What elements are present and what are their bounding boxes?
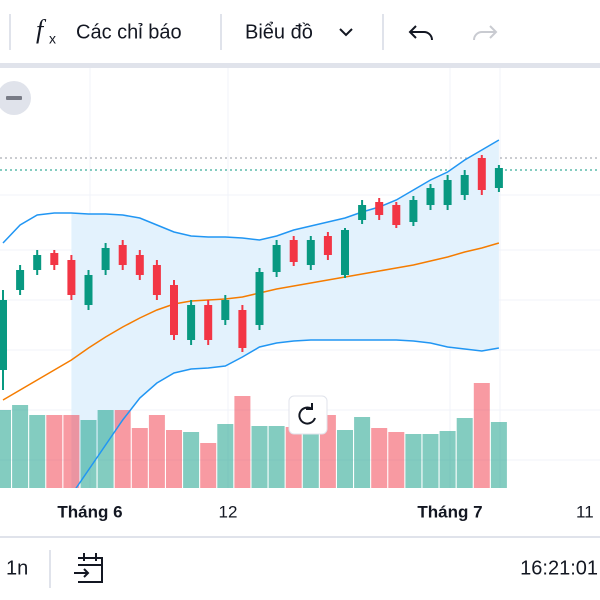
volume-bar [80,420,97,488]
indicators-label: Các chỉ báo [76,21,182,43]
volume-bar [217,424,234,488]
volume-bar [29,415,46,488]
candle-body [16,270,25,290]
candle-body [33,255,42,270]
volume-bar [12,405,29,488]
volume-bar [422,434,439,488]
candle-body [84,275,93,305]
candle-body [375,202,384,215]
toolbar-border [0,63,600,68]
x-label: 11 [576,502,594,521]
candle-body [170,285,178,335]
upper-band [2,139,500,244]
x-label: Tháng 7 [417,502,482,521]
candle-body [272,245,281,272]
volume-bar [405,434,422,488]
volume-bar [473,383,490,488]
chart-menu-label: Biểu đồ [245,21,313,43]
volume-bar [371,428,388,488]
volume-bar [354,417,371,488]
toolbar [0,0,600,64]
candle-body [118,245,127,265]
candle-body [477,158,486,190]
volume-bar [490,422,507,488]
plot [0,139,507,488]
volume-bar [114,410,131,488]
volume-bar [131,428,148,488]
volume-bar [439,431,456,488]
volume-bar [166,430,182,488]
candle-body [494,168,503,188]
candle-body [460,175,469,195]
basis-line [2,242,500,401]
band-fill [71,140,499,488]
candle-body [426,188,435,205]
candle-body [152,265,161,295]
candle-body [323,236,332,255]
volume-bar [285,427,302,488]
candle-body [443,180,452,205]
candle-body [238,310,247,348]
candle-body [289,240,298,262]
candle-body [392,205,401,225]
candle-body [306,240,315,265]
volume-bar [337,430,353,488]
candle-body [358,205,367,220]
indicators-button[interactable]: f x Các chỉ báo [36,15,182,47]
lower-band [75,339,500,488]
clock: 16:21:01 [520,557,598,579]
volume-bar [0,410,11,488]
candle-body [187,305,196,340]
candle-body [50,253,59,265]
candle-body [255,272,264,325]
volume-bar [46,415,63,488]
volume-bar [183,432,200,488]
volume-bar [456,418,473,488]
candle-body [341,230,349,275]
redo-button[interactable] [473,25,498,41]
x-label: 12 [219,502,238,521]
x-label: Tháng 6 [57,502,122,521]
volume-bar [148,415,165,488]
reset-button[interactable] [288,395,328,435]
volume-bar [97,410,114,488]
candle-body [135,255,144,275]
volume-bar [388,432,405,488]
candle-body [101,248,110,270]
icon-f: f [36,15,47,44]
chart-menu[interactable]: Biểu đồ [245,21,353,43]
candle-body [221,300,230,320]
candle-body [409,200,418,222]
icon-x: x [49,31,56,47]
candle-body [204,305,213,340]
undo-button[interactable] [408,25,433,41]
interval-button[interactable]: 1n [6,557,28,579]
chevron [339,28,353,37]
volume-bar [251,426,268,488]
goto-date-button[interactable] [74,553,103,583]
volume-bar [234,396,251,488]
minus-icon [6,96,22,100]
volume-bar [268,426,285,488]
volume-bar [63,415,80,488]
candle-body [67,260,76,295]
candle-body [0,300,7,370]
volume-bar [200,443,217,488]
